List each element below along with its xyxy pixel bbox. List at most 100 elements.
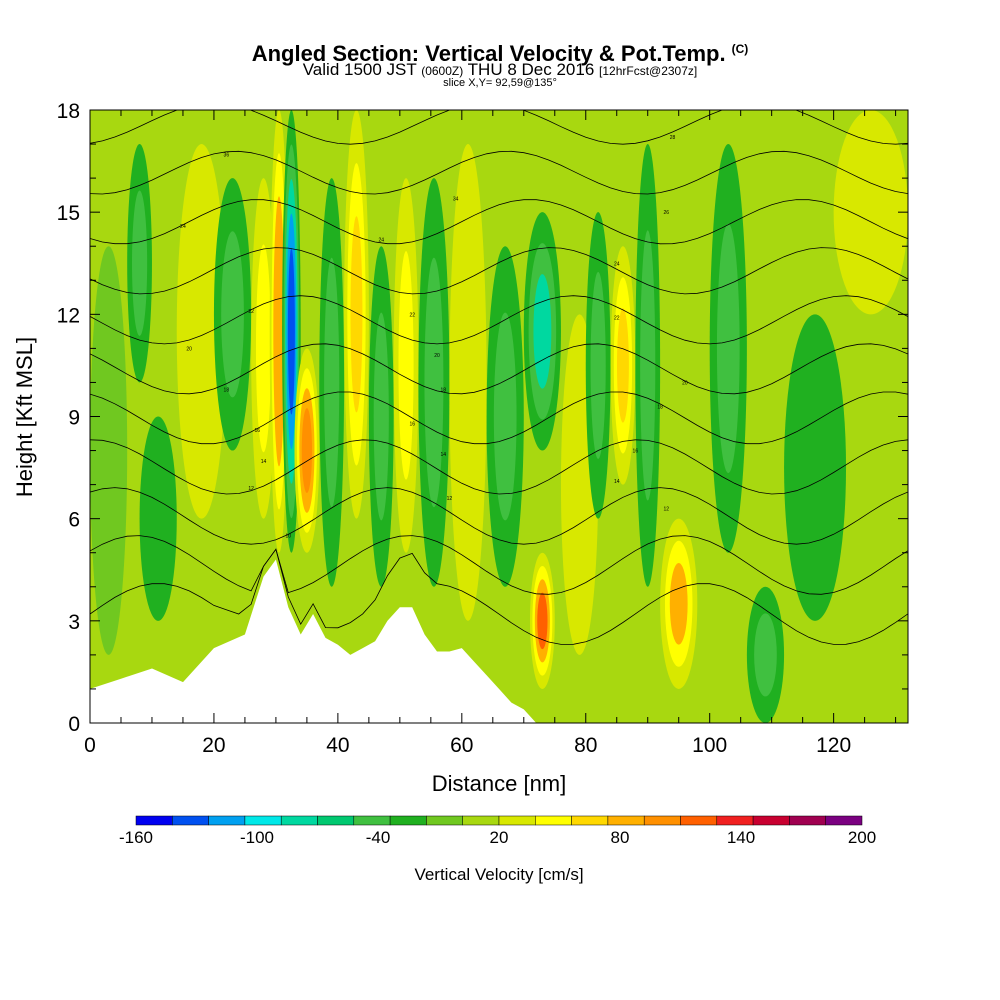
- potential-temperature-contours: [90, 7, 908, 645]
- wvel-cell: [287, 248, 295, 415]
- colorbar-swatch: [280, 815, 318, 826]
- y-tick-label: 6: [68, 509, 80, 532]
- y-tick-label: 0: [68, 713, 80, 736]
- colorbar-swatch: [535, 815, 572, 826]
- theta-contour: [90, 150, 908, 195]
- colorbar-swatch: [426, 815, 463, 826]
- wvel-cell: [456, 237, 480, 528]
- y-tick-label: 18: [57, 100, 80, 123]
- contour-label: 28: [670, 135, 676, 141]
- wvel-cell: [146, 456, 170, 581]
- colorbar-swatch: [752, 815, 790, 826]
- colorbar: -160 -100 -40 20 80 140 200: [119, 815, 876, 847]
- wvel-cell: [132, 190, 148, 336]
- theta-contour: [90, 391, 908, 445]
- colorbar-title: Vertical Velocity [cm/s]: [414, 865, 583, 884]
- chart-title: Angled Section: Vertical Velocity & Pot.…: [0, 36, 1000, 67]
- theta-contour: [90, 199, 908, 245]
- colorbar-tick-label: -100: [240, 828, 274, 847]
- x-tick-label: 20: [202, 734, 225, 757]
- colorbar-tick-label: 80: [611, 828, 630, 847]
- contour-label: 10: [286, 534, 292, 540]
- contour-label: 14: [440, 452, 446, 458]
- colorbar-swatch: [317, 815, 355, 826]
- y-tick-label: 9: [68, 407, 80, 430]
- x-tick-label: 60: [450, 734, 473, 757]
- y-axis: 0 36 9 12 15 18: [57, 100, 908, 736]
- contour-label: 16: [255, 428, 261, 434]
- colorbar-swatch: [571, 815, 609, 826]
- colorbar-tick-label: 140: [727, 828, 755, 847]
- wvel-cell: [848, 149, 894, 275]
- contour-label: 18: [224, 387, 230, 393]
- contour-label: 14: [614, 479, 620, 485]
- wvel-cell: [373, 312, 389, 521]
- colorbar-tick-label: 200: [848, 828, 876, 847]
- y-tick-label: 15: [57, 202, 80, 225]
- colorbar-swatch: [825, 815, 863, 826]
- contour-label: 22: [248, 309, 254, 315]
- theta-contour: [90, 548, 908, 645]
- wvel-cell: [616, 308, 629, 423]
- colorbar-tick-label: -40: [366, 828, 391, 847]
- contour-label: 12: [664, 506, 670, 512]
- colorbar-swatch: [462, 815, 500, 826]
- contour-label: 24: [614, 261, 620, 267]
- x-tick-label: 0: [84, 734, 96, 757]
- colorbar-swatch: [172, 815, 209, 826]
- x-tick-label: 40: [326, 734, 349, 757]
- theta-contour: [90, 55, 908, 94]
- contour-label: 20: [434, 353, 440, 359]
- contour-label: 18: [440, 387, 446, 393]
- vertical-velocity-field: [90, 110, 908, 723]
- contour-label: 20: [186, 346, 192, 352]
- colorbar-tick-label: 20: [490, 828, 509, 847]
- wvel-cell: [424, 257, 444, 508]
- chart-subtitle: Valid 1500 JST (0600Z) THU 8 Dec 2016 [1…: [0, 60, 1000, 81]
- wvel-cell: [221, 231, 244, 398]
- colorbar-swatch: [389, 815, 427, 826]
- chart-title-text: Angled Section: Vertical Velocity & Pot.…: [251, 41, 726, 66]
- chart-title-unit: (C): [731, 42, 749, 56]
- wvel-cell: [186, 217, 217, 446]
- contour-label: 26: [664, 210, 670, 216]
- y-tick-label: 12: [57, 304, 80, 327]
- contour-labels: 36 34 28 26 24 24 24 22 22 22 20 20 20 18 18 18 16 16 16 14…: [180, 135, 688, 540]
- contour-label: 36: [224, 152, 230, 158]
- valid-date: THU 8 Dec 2016: [467, 60, 595, 79]
- y-axis-title: Height [Kft MSL]: [12, 337, 37, 497]
- theta-contour: [90, 295, 908, 345]
- theta-contour: [90, 7, 908, 45]
- colorbar-swatch: [680, 815, 718, 826]
- forecast-run: [12hrFcst@2307z]: [599, 64, 698, 78]
- wvel-cell: [493, 312, 517, 521]
- terrain: [90, 559, 537, 723]
- contour-label: 34: [453, 197, 459, 203]
- contour-label: 18: [657, 404, 663, 410]
- theta-contour: [90, 487, 908, 545]
- colorbar-swatch: [135, 815, 173, 826]
- contour-label: 16: [409, 421, 415, 427]
- contour-label: 14: [261, 459, 267, 465]
- wvel-cell: [301, 408, 313, 493]
- colorbar-swatch: [498, 815, 536, 826]
- contour-label: 12: [248, 486, 254, 492]
- wvel-cell: [275, 239, 283, 424]
- x-tick-label: 120: [816, 734, 851, 757]
- theta-contour: [90, 247, 908, 295]
- colorbar-swatch: [789, 815, 826, 826]
- colorbar-swatch: [716, 815, 754, 826]
- chart-title-block: Angled Section: Vertical Velocity & Pot.…: [0, 0, 1000, 100]
- colorbar-tick-label: -160: [119, 828, 153, 847]
- theta-contour: [90, 343, 908, 395]
- x-tick-label: 80: [574, 734, 597, 757]
- wvel-cell: [640, 230, 656, 501]
- wvel-cell: [716, 223, 740, 474]
- wvel-cell: [90, 246, 128, 655]
- slice-description: slice X,Y= 92,59@135°: [443, 77, 557, 89]
- theta-contour: [90, 535, 908, 595]
- colorbar-swatch: [244, 815, 282, 826]
- wvel-cell: [590, 271, 606, 459]
- terrain-mask: [90, 559, 537, 723]
- wvel-cell: [533, 274, 552, 389]
